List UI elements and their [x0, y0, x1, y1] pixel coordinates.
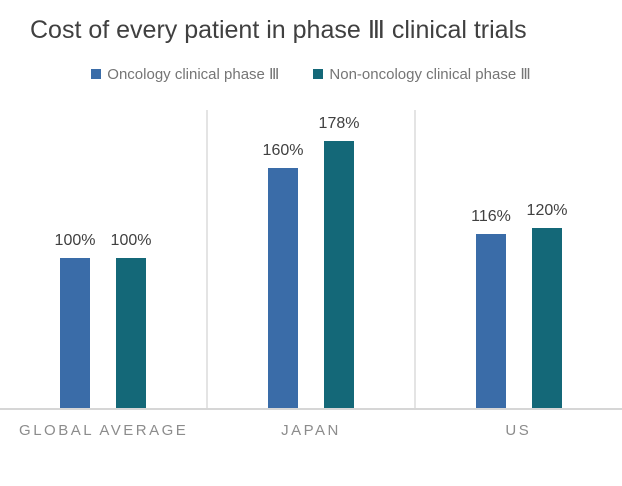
bar-non-oncology-clinical-phase-japan	[324, 141, 354, 408]
category-group-us: 116% 120%	[414, 110, 622, 408]
value-label: 100%	[110, 232, 152, 249]
bar-non-oncology-clinical-phase-us	[532, 228, 562, 408]
x-axis: GLOBAL AVERAGE JAPAN US	[0, 412, 622, 439]
legend-item-oncology: Oncology clinical phase Ⅲ	[91, 65, 279, 83]
x-axis-label-us: US	[505, 422, 532, 439]
chart-title: Cost of every patient in phase Ⅲ clinica…	[30, 16, 527, 44]
value-label: 116%	[471, 208, 511, 225]
legend-item-non-oncology: Non-oncology clinical phase Ⅲ	[313, 65, 531, 83]
legend-swatch-oncology-icon	[91, 69, 102, 79]
x-axis-label-global-average: GLOBAL AVERAGE	[19, 422, 189, 439]
legend-swatch-non-oncology-icon	[313, 69, 324, 79]
value-label: 160%	[262, 142, 304, 159]
category-group-japan: 160% 178%	[206, 110, 414, 408]
value-label: 120%	[526, 202, 568, 219]
bar-oncology-clinical-phase-japan	[268, 168, 298, 408]
value-label: 100%	[54, 232, 96, 249]
bar-oncology-clinical-phase-global-average	[60, 258, 90, 408]
bar-column: 116%	[471, 208, 511, 408]
bar-non-oncology-clinical-phase-global-average	[116, 258, 146, 408]
bar-column: 100%	[111, 232, 151, 408]
bar-oncology-clinical-phase-us	[476, 234, 506, 408]
plot-area: 100% 100% 160% 178% 116% 120%	[0, 110, 622, 410]
x-axis-label-japan: JAPAN	[281, 422, 341, 439]
bar-column: 120%	[527, 202, 567, 408]
bar-column: 100%	[55, 232, 95, 408]
bar-column: 160%	[263, 142, 303, 408]
bar-column: 178%	[319, 115, 359, 408]
legend: Oncology clinical phase Ⅲ Non-oncology c…	[0, 65, 622, 83]
legend-label-oncology: Oncology clinical phase Ⅲ	[107, 66, 280, 83]
value-label: 178%	[318, 115, 360, 132]
legend-label-non-oncology: Non-oncology clinical phase Ⅲ	[329, 66, 531, 83]
category-group-global-average: 100% 100%	[0, 110, 206, 408]
